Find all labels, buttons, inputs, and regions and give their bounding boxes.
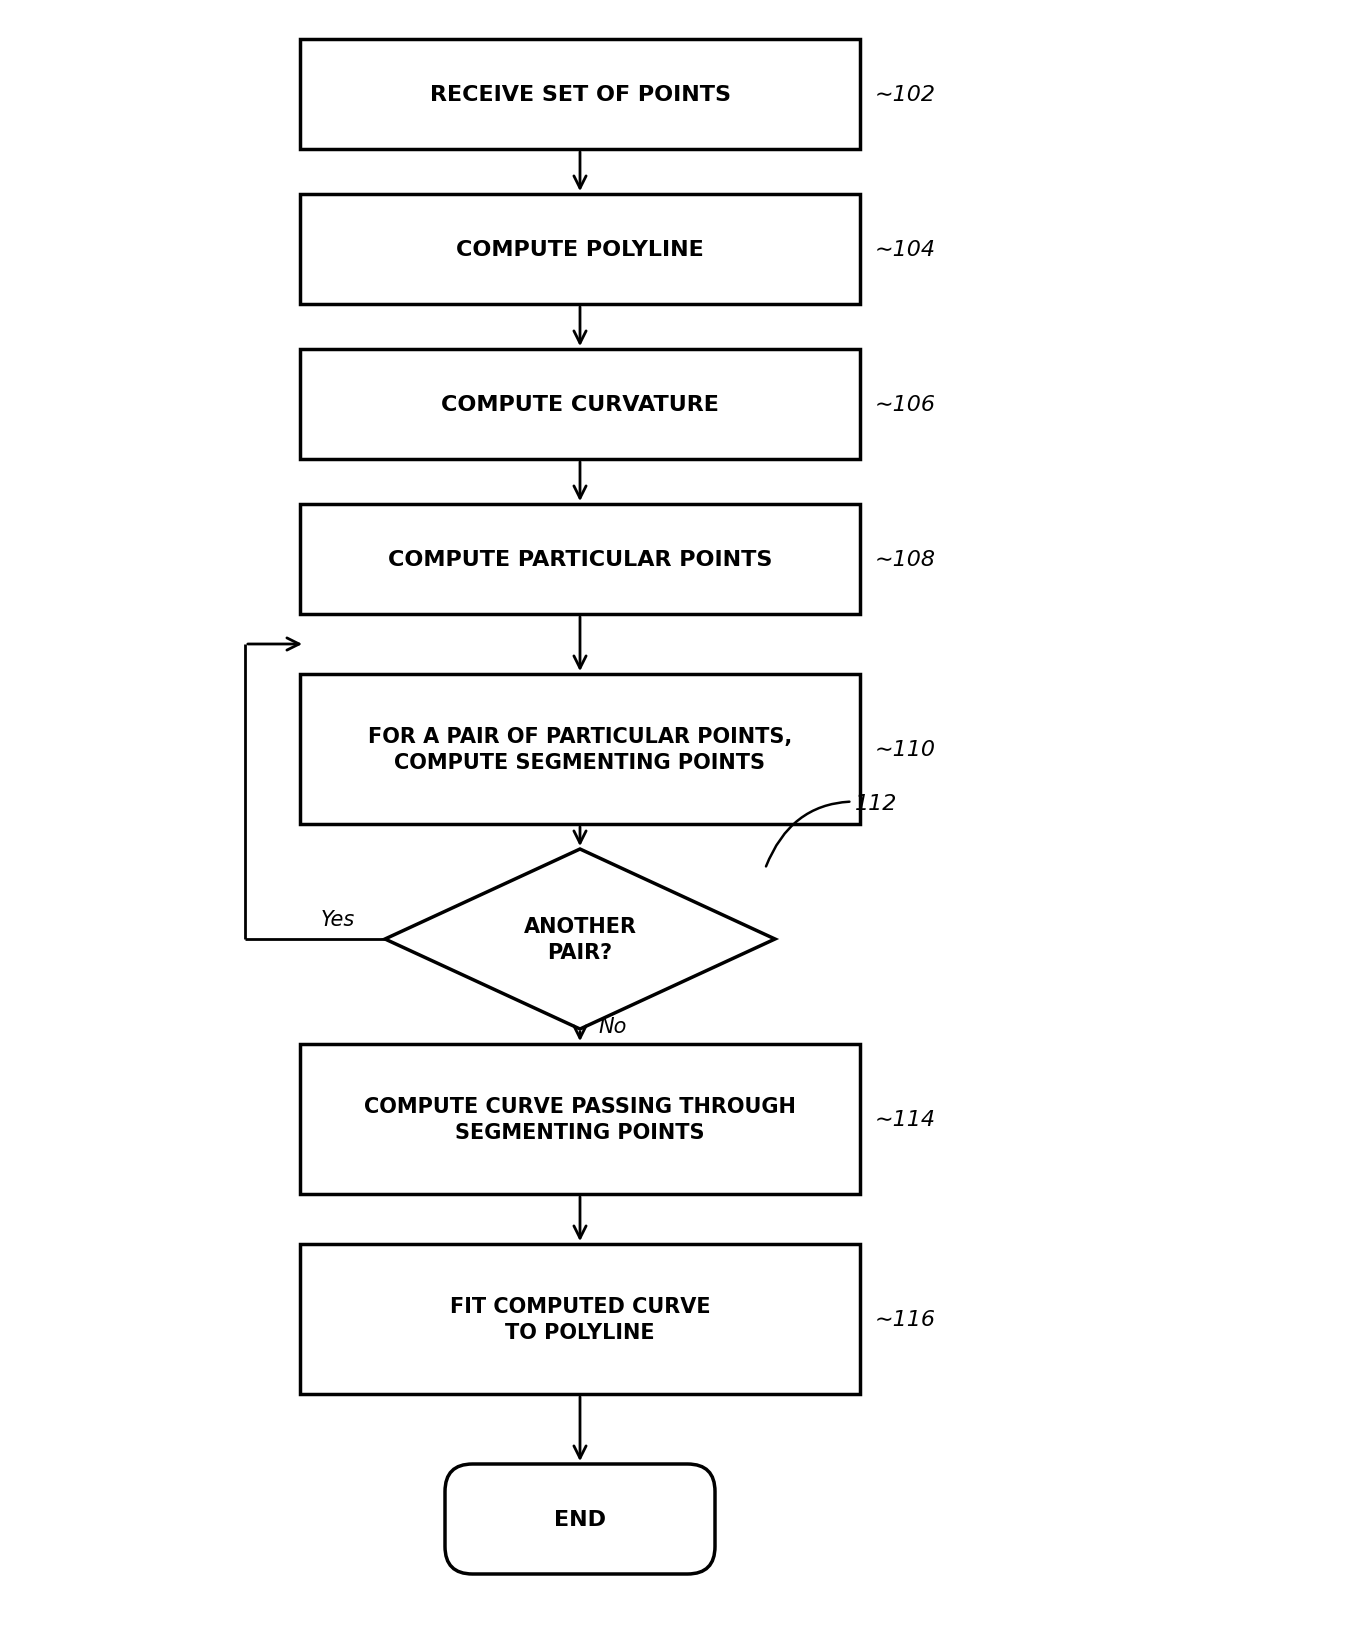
FancyBboxPatch shape bbox=[300, 504, 860, 615]
Text: ∼108: ∼108 bbox=[875, 550, 936, 570]
Polygon shape bbox=[384, 849, 776, 1030]
Text: ANOTHER
PAIR?: ANOTHER PAIR? bbox=[523, 916, 637, 962]
FancyBboxPatch shape bbox=[300, 349, 860, 460]
FancyBboxPatch shape bbox=[300, 674, 860, 824]
Text: ∼110: ∼110 bbox=[875, 740, 936, 760]
FancyBboxPatch shape bbox=[300, 1045, 860, 1195]
Text: COMPUTE PARTICULAR POINTS: COMPUTE PARTICULAR POINTS bbox=[388, 550, 773, 570]
Text: RECEIVE SET OF POINTS: RECEIVE SET OF POINTS bbox=[429, 86, 731, 105]
Text: ∼116: ∼116 bbox=[875, 1309, 936, 1330]
Text: No: No bbox=[598, 1017, 627, 1037]
Text: FOR A PAIR OF PARTICULAR POINTS,
COMPUTE SEGMENTING POINTS: FOR A PAIR OF PARTICULAR POINTS, COMPUTE… bbox=[368, 727, 792, 773]
Text: 112: 112 bbox=[766, 794, 897, 867]
FancyBboxPatch shape bbox=[444, 1463, 716, 1574]
Text: COMPUTE POLYLINE: COMPUTE POLYLINE bbox=[457, 241, 703, 260]
Text: FIT COMPUTED CURVE
TO POLYLINE: FIT COMPUTED CURVE TO POLYLINE bbox=[450, 1295, 710, 1343]
Text: ∼102: ∼102 bbox=[875, 86, 936, 105]
FancyBboxPatch shape bbox=[300, 1244, 860, 1394]
FancyBboxPatch shape bbox=[300, 194, 860, 305]
Text: ∼114: ∼114 bbox=[875, 1109, 936, 1129]
Text: ∼106: ∼106 bbox=[875, 396, 936, 415]
FancyBboxPatch shape bbox=[300, 40, 860, 150]
Text: ∼104: ∼104 bbox=[875, 241, 936, 260]
Text: END: END bbox=[553, 1510, 607, 1529]
Text: COMPUTE CURVE PASSING THROUGH
SEGMENTING POINTS: COMPUTE CURVE PASSING THROUGH SEGMENTING… bbox=[364, 1096, 796, 1142]
Text: COMPUTE CURVATURE: COMPUTE CURVATURE bbox=[442, 396, 718, 415]
Text: Yes: Yes bbox=[320, 910, 354, 929]
